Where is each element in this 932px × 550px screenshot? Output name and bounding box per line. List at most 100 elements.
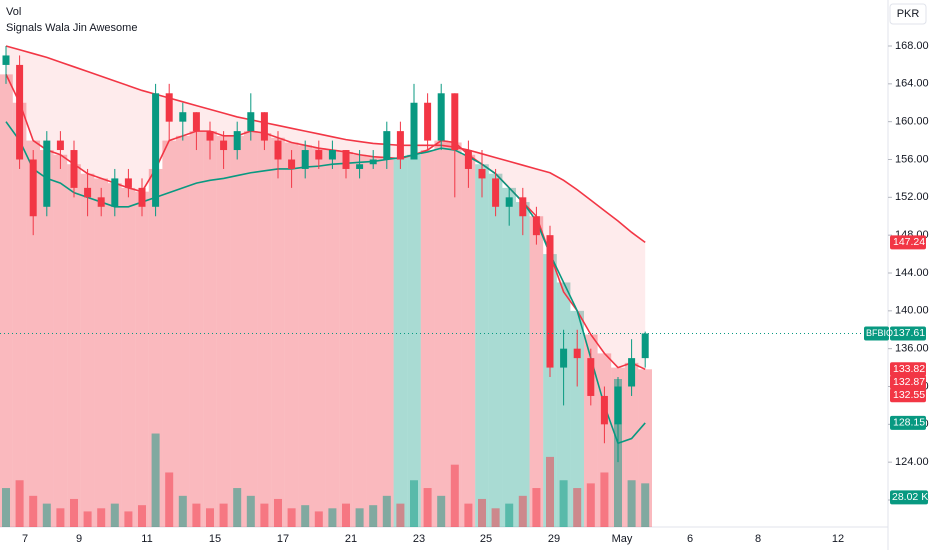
signal-zone [189,131,204,527]
signal-zone [407,154,421,528]
candle-body [451,93,459,151]
y-tick-label: 160.00 [895,116,929,128]
volume-bar [450,464,459,527]
price-marker-label: 132.87 [893,376,925,388]
volume-bar [559,480,568,527]
volume-bar [314,511,323,527]
volume-bar [491,508,500,527]
volume-bar [70,498,78,527]
signal-zone [40,150,54,527]
volume-bar [97,508,106,527]
candle-body [464,150,472,169]
candle-body [2,55,10,65]
candle-body [532,216,540,236]
signal-zone [203,131,217,527]
signal-zone [0,74,13,527]
candle-body [29,159,37,217]
volume-bar [355,508,364,527]
candle-body [274,140,282,160]
volume-bar [586,483,595,527]
volume-bar [260,503,269,527]
volume-bar [410,480,418,527]
candle-body [97,197,105,207]
ma-line [5,45,646,243]
candle-body [220,140,228,151]
volume-marker [890,490,928,505]
price-marker [890,362,926,377]
x-tick-label: 8 [755,533,761,545]
signal-zone [325,150,340,527]
y-tick-label: 140.00 [895,305,929,317]
candle-body [342,150,350,169]
volume-bar [287,508,296,527]
candle-body [641,333,649,359]
signal-zone [570,310,584,527]
symbol-tag [864,326,889,341]
price-marker [890,415,926,430]
indicator-title: Signals Wala Jin Awesome [6,22,137,34]
volume-bar [396,503,405,527]
price-marker-label: 132.55 [893,389,925,401]
candle-body [138,187,146,207]
candle-body [478,168,486,179]
price-marker [890,235,926,250]
volume-bar [627,480,636,527]
signal-zone [67,164,81,527]
signal-zone [12,102,27,527]
signal-zone [230,135,244,527]
signal-zone [80,173,95,527]
currency-box[interactable] [889,3,927,25]
signal-zone [135,191,149,528]
volume-bar [206,508,214,527]
x-tick-label: 29 [548,533,560,545]
signal-zone [352,154,367,528]
candle-body [560,348,568,368]
candle-body [179,112,187,122]
y-tick-label: 152.00 [895,191,929,203]
candle-body [328,150,336,160]
candle-body [519,197,527,217]
volume-bar [518,495,527,527]
candle-body [546,235,554,368]
volume-bar [233,488,242,527]
candle-body [43,140,51,207]
signal-zone [420,150,435,527]
volume-bar [369,505,378,527]
y-tick-label: 164.00 [895,78,929,90]
volume-bar [56,508,65,527]
x-tick-label: 15 [209,533,221,545]
volume-bar [274,498,282,527]
x-tick-label: May [612,533,633,545]
signal-zone [448,142,462,527]
volume-bar [505,503,514,527]
signal-zone [94,178,108,527]
candle-body [600,395,608,425]
candle-body [410,102,418,160]
x-tick-label: 11 [141,533,152,545]
signal-zone [502,187,516,527]
signal-zone [26,140,40,528]
volume-bar [192,503,201,527]
candle-body [628,358,636,387]
signal-zone [108,183,122,528]
candle-body [288,159,296,169]
signal-zone [312,148,326,527]
price-marker-label: 147.24 [893,236,925,248]
y-tick-label: 144.00 [895,267,929,279]
candle-body [192,112,200,132]
volume-bar [328,508,337,527]
signal-zone [393,157,408,527]
candle-body [16,64,24,160]
volume-bar [573,488,582,527]
x-tick-label: 6 [687,533,693,545]
x-tick-label: 25 [480,533,492,545]
currency[interactable]: PKR [897,8,920,20]
candle-body [152,93,160,207]
candle-body [70,150,78,188]
signal-zone [298,145,312,527]
price-marker-label: 137.61 [893,327,925,339]
volume-bar [15,480,24,527]
volume-bar [110,503,119,527]
signal-zone [121,187,136,527]
volume-bar [178,495,187,527]
